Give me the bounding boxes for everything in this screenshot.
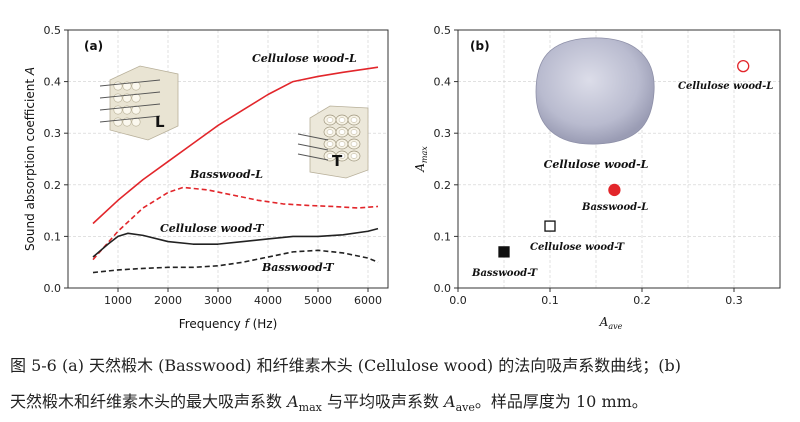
caption-amax: A: [287, 392, 299, 411]
x-tick-label: 0.0: [449, 294, 467, 307]
y-tick-label: 0.3: [434, 127, 452, 140]
y-axis-label-a: Sound absorption coefficient A: [23, 67, 37, 251]
series-annotation: Basswood-T: [261, 261, 334, 274]
caption-aave: A: [444, 392, 456, 411]
point-cellulose-wood-t: [544, 220, 556, 232]
series-cellulose-wood-l: [92, 66, 379, 225]
y-tick-label: 0.2: [44, 179, 62, 192]
plot-frame-b: [457, 29, 781, 289]
inset-label-l: L: [155, 113, 165, 131]
caption-line-2-end: 。样品厚度为 10 mm。: [474, 392, 648, 411]
x-tick-label: 1000: [104, 294, 132, 307]
series-basswood-l: [92, 186, 379, 261]
caption-aave-sub: ave: [455, 401, 475, 415]
y-tick-label: 0.5: [434, 24, 452, 37]
point-label: Basswood-L: [581, 202, 648, 213]
inset-wood-l-image: [99, 65, 179, 141]
y-tick-label: 0.1: [434, 230, 452, 243]
series-annotation: Cellulose wood-L: [252, 52, 357, 65]
point-label: Basswood-T: [471, 268, 539, 279]
series-annotation: Cellulose wood-T: [160, 222, 264, 235]
inset-sample-image: [535, 37, 655, 145]
y-tick-label: 0.4: [44, 76, 62, 89]
arrow-icon: [297, 143, 329, 151]
y-tick-label: 0.0: [434, 282, 452, 295]
arrow-icon: [99, 79, 161, 87]
x-axis-label-b: Aave: [599, 315, 623, 331]
x-tick-label: 3000: [204, 294, 232, 307]
caption-line-1: 图 5-6 (a) 天然椴木 (Basswood) 和纤维素木头 (Cellul…: [10, 356, 681, 375]
inset-sample-label: Cellulose wood-L: [544, 158, 649, 171]
x-tick-label: 0.1: [541, 294, 559, 307]
arrow-icon: [99, 103, 161, 111]
x-tick-label: 6000: [354, 294, 382, 307]
point-label: Cellulose wood-L: [678, 81, 773, 92]
plot-frame-a: [67, 29, 389, 289]
x-tick-label: 4000: [254, 294, 282, 307]
arrow-icon: [297, 153, 329, 161]
y-tick-label: 0.4: [434, 76, 452, 89]
point-basswood-l: [608, 183, 621, 197]
arrow-icon: [297, 133, 329, 141]
y-tick-label: 0.5: [44, 24, 62, 37]
y-tick-label: 0.2: [434, 179, 452, 192]
panel-label-b: (b): [470, 39, 490, 53]
caption-line-2-start: 天然椴木和纤维素木头的最大吸声系数: [10, 392, 288, 411]
point-basswood-t: [498, 246, 510, 258]
inset-wood-t-image: [297, 105, 369, 179]
inset-label-t: T: [332, 152, 343, 170]
series-annotation: Basswood-L: [189, 168, 263, 181]
y-tick-label: 0.3: [44, 127, 62, 140]
x-tick-label: 0.2: [633, 294, 651, 307]
arrow-icon: [99, 91, 161, 99]
x-tick-label: 5000: [304, 294, 332, 307]
y-tick-label: 0.0: [44, 282, 62, 295]
x-tick-label: 0.3: [725, 294, 743, 307]
caption-amax-sub: max: [298, 401, 322, 415]
x-axis-label-a: Frequency f (Hz): [179, 317, 278, 331]
caption-line-2-middle: 与平均吸声系数: [321, 392, 445, 411]
arrow-icon: [99, 115, 161, 123]
series-basswood-t: [92, 249, 379, 274]
x-tick-label: 2000: [154, 294, 182, 307]
series-cellulose-wood-t: [92, 227, 379, 258]
figure: 1000 2000 3000 4000 5000 6000 0.0 0.1 0.2 0.3 0.4 0…: [23, 24, 781, 331]
panel-label-a: (a): [84, 39, 103, 53]
y-axis-label-b: Amax: [413, 146, 429, 173]
caption-line-2: 天然椴木和纤维素木头的最大吸声系数 Amax 与平均吸声系数 Aave。样品厚度…: [10, 388, 790, 414]
point-cellulose-wood-l: [737, 59, 750, 73]
point-label: Cellulose wood-T: [530, 242, 626, 253]
y-tick-label: 0.1: [44, 230, 62, 243]
